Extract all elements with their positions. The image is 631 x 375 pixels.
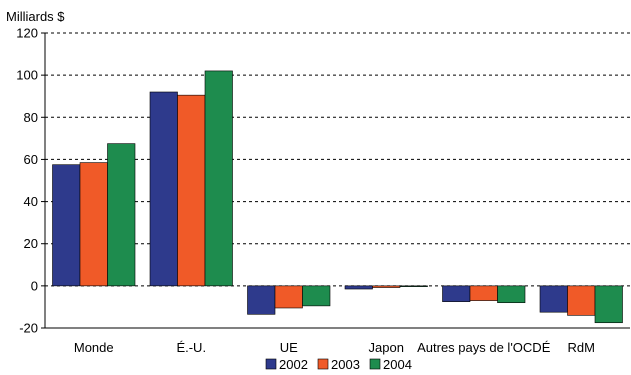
bar-2002 xyxy=(247,285,276,315)
bar-2002 xyxy=(539,285,568,313)
y-tick-label: 120 xyxy=(16,26,38,41)
y-tick-label: 40 xyxy=(24,194,38,209)
bar-2003 xyxy=(469,285,498,301)
legend-label: 2004 xyxy=(383,357,412,372)
bars xyxy=(52,70,623,324)
legend: 2002 2003 2004 xyxy=(265,357,412,372)
category-label: É.-U. xyxy=(176,340,206,355)
y-tick-label: 100 xyxy=(16,68,38,83)
y-tick-label: 0 xyxy=(31,278,38,293)
legend-swatch-2003 xyxy=(317,358,329,370)
category-label: Japon xyxy=(369,340,404,355)
unit-label: Milliards $ xyxy=(6,9,65,24)
y-tick-label: 80 xyxy=(24,110,38,125)
category-label: RdM xyxy=(568,340,595,355)
bar-2004 xyxy=(204,70,233,287)
bar-2002 xyxy=(149,91,178,287)
bar-2004 xyxy=(302,285,331,307)
category-label: Autres pays de l'OCDÉ xyxy=(417,340,551,355)
legend-swatch-2004 xyxy=(369,358,381,370)
axes xyxy=(41,32,630,329)
bar-2002 xyxy=(344,285,373,290)
category-label: Monde xyxy=(74,340,114,355)
bar-2003 xyxy=(274,285,303,309)
legend-label: 2002 xyxy=(279,357,308,372)
bar-2004 xyxy=(399,285,428,287)
bar-2004 xyxy=(594,285,623,324)
y-tick-label: 60 xyxy=(24,152,38,167)
bar-2004 xyxy=(107,143,136,287)
y-tick-label: 20 xyxy=(24,236,38,251)
bar-2003 xyxy=(567,285,596,316)
bar-2002 xyxy=(442,285,471,302)
legend-swatch-2002 xyxy=(265,358,277,370)
bar-2003 xyxy=(372,285,401,288)
category-label: UE xyxy=(280,340,298,355)
category-labels: Monde É.-U. UE Japon Autres pays de l'OCDÉ Rd… xyxy=(74,340,595,355)
bar-2003 xyxy=(177,94,206,287)
bar-2002 xyxy=(52,164,81,287)
bar-2003 xyxy=(79,162,108,287)
bar-2004 xyxy=(497,285,526,304)
y-tick-label: -20 xyxy=(19,321,38,336)
y-tick-labels: 120 100 80 60 40 20 0 -20 xyxy=(16,26,38,336)
gridlines xyxy=(45,32,630,287)
legend-label: 2003 xyxy=(331,357,360,372)
